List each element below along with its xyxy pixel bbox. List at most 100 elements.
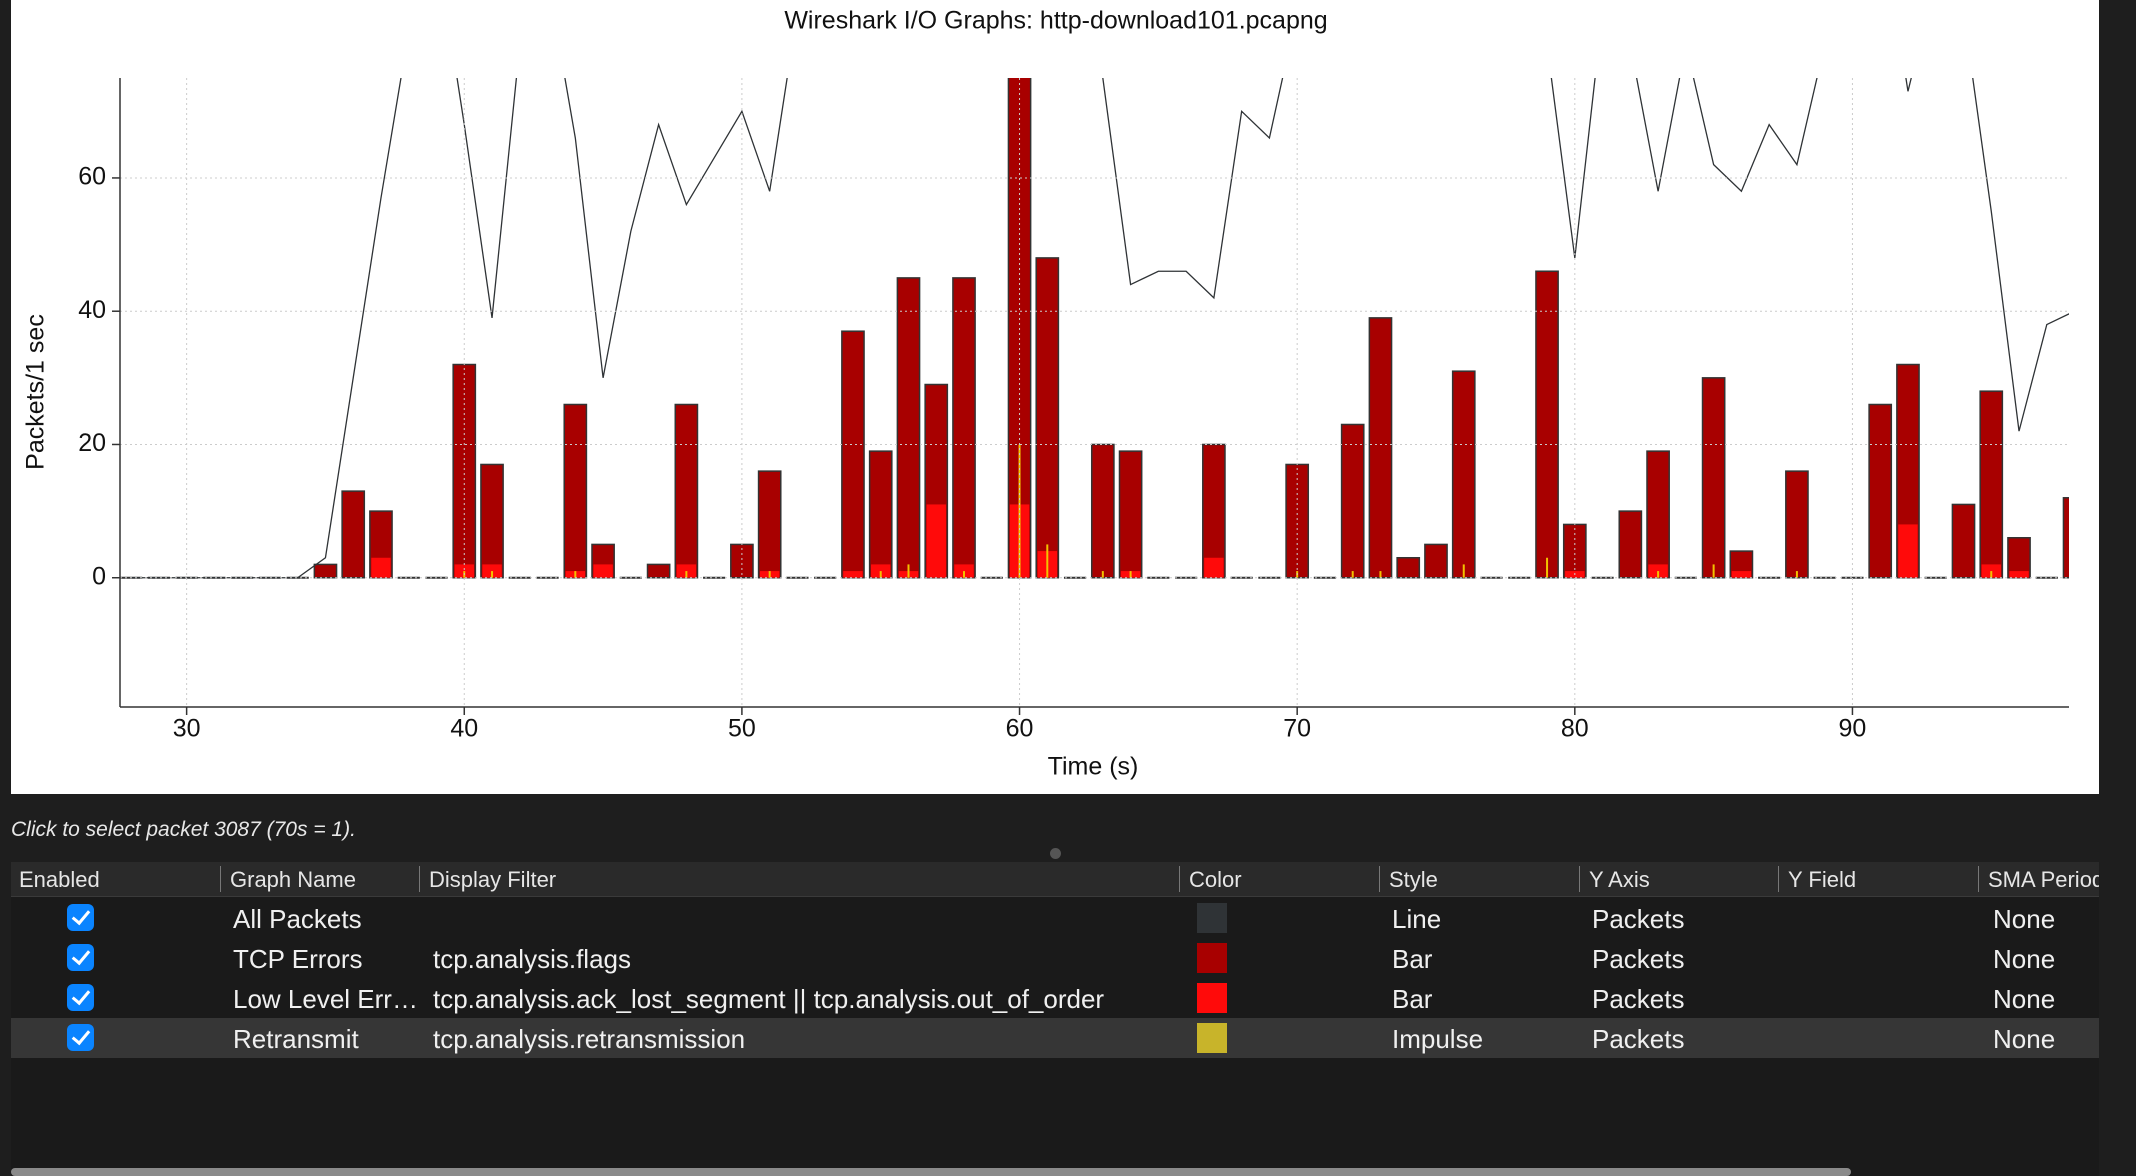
column-header[interactable]: Display Filter	[429, 867, 557, 892]
y-axis: Packets	[1592, 904, 1685, 934]
column-header[interactable]: Style	[1389, 867, 1438, 892]
display-filter: tcp.analysis.retransmission	[433, 1024, 746, 1054]
x-tick-label: 40	[450, 715, 478, 743]
table-row[interactable]: TCP Errors tcp.analysis.flags Bar Packets No…	[11, 938, 2099, 978]
style: Impulse	[1392, 1024, 1484, 1054]
bar	[1701, 377, 1726, 579]
plot-area	[120, 78, 2069, 579]
chart-title: Wireshark I/O Graphs: http-download101.p…	[784, 7, 1327, 35]
bar	[480, 463, 504, 579]
table-row[interactable]: Low Level Err… tcp.analysis.ack_lost_segm…	[11, 978, 2099, 1018]
enabled-checkbox[interactable]	[67, 904, 94, 931]
column-separator	[1379, 866, 1380, 892]
bar	[2062, 497, 2069, 579]
bar	[593, 564, 613, 578]
bar	[563, 403, 588, 579]
bar	[1618, 510, 1643, 579]
column-header[interactable]: SMA Period	[1988, 867, 2099, 892]
style: Line	[1392, 904, 1442, 934]
y-tick-label: 40	[78, 296, 106, 324]
bar	[1396, 556, 1421, 579]
column-separator	[220, 866, 221, 892]
bar	[1118, 450, 1143, 579]
x-tick-label: 90	[1839, 715, 1867, 743]
graph-name: All Packets	[233, 904, 362, 934]
y-tick-label: 60	[78, 163, 106, 191]
sma-period: None	[1993, 944, 2056, 974]
color-swatch[interactable]	[1197, 943, 1227, 973]
bar	[1646, 450, 1670, 579]
bar	[1204, 557, 1224, 578]
bar	[1535, 270, 1559, 579]
table-row[interactable]: All Packets Line Packets None	[11, 898, 2099, 938]
bar	[841, 330, 865, 579]
enabled-checkbox[interactable]	[67, 944, 94, 971]
column-header[interactable]: Enabled	[19, 867, 100, 892]
enabled-checkbox[interactable]	[67, 984, 94, 1011]
bar	[1979, 390, 2004, 579]
bar	[2009, 571, 2029, 578]
bar	[1451, 370, 1476, 579]
bar	[757, 470, 782, 579]
bar	[452, 363, 477, 579]
bar	[1090, 443, 1115, 579]
y-axis: Packets	[1592, 1024, 1685, 1054]
bar	[1785, 470, 1809, 579]
graph-name: TCP Errors	[233, 944, 363, 974]
bar	[926, 504, 946, 578]
y-tick-label: 0	[92, 562, 106, 590]
color-swatch[interactable]	[1197, 1023, 1227, 1053]
bar	[952, 277, 976, 579]
column-separator	[419, 866, 420, 892]
graph-name: Low Level Err…	[233, 984, 418, 1014]
enabled-checkbox[interactable]	[67, 1024, 94, 1051]
color-swatch[interactable]	[1197, 983, 1227, 1013]
column-separator	[1179, 866, 1180, 892]
y-axis: Packets	[1592, 944, 1685, 974]
column-header[interactable]: Y Field	[1788, 867, 1857, 892]
bar	[1035, 257, 1060, 579]
sma-period: None	[1993, 984, 2056, 1014]
y-axis-label: Packets/1 sec	[22, 314, 50, 470]
bar	[341, 490, 366, 579]
column-separator	[1978, 866, 1979, 892]
bar	[896, 277, 921, 579]
y-tick-label: 20	[78, 429, 106, 457]
bar	[1898, 524, 1918, 578]
graph-name: Retransmit	[233, 1024, 359, 1054]
bar	[1340, 423, 1365, 579]
sma-period: None	[1993, 1024, 2056, 1054]
style: Bar	[1392, 984, 1433, 1014]
bar	[1731, 571, 1752, 578]
x-axis-label: Time (s)	[1048, 753, 1139, 781]
line-series	[131, 78, 2069, 579]
color-swatch[interactable]	[1197, 903, 1227, 933]
y-axis: Packets	[1592, 984, 1685, 1014]
bar	[868, 450, 893, 579]
display-filter: tcp.analysis.flags	[433, 944, 631, 974]
status-text: Click to select packet 3087 (70s = 1).	[11, 818, 356, 841]
style: Bar	[1392, 944, 1433, 974]
chart: Wireshark I/O Graphs: http-download101.p…	[11, 0, 2099, 794]
x-tick-label: 60	[1006, 715, 1034, 743]
sma-period: None	[1993, 904, 2056, 934]
table-header: Enabled Graph Name Display Filter Color Styl…	[11, 862, 2099, 897]
column-header[interactable]: Graph Name	[230, 867, 356, 892]
x-tick-label: 80	[1561, 715, 1589, 743]
bar	[1951, 503, 1976, 579]
scrollbar[interactable]	[11, 1168, 1851, 1176]
bar	[843, 571, 863, 578]
bar	[646, 563, 671, 579]
x-tick-label: 30	[173, 715, 201, 743]
bar	[1868, 403, 1893, 579]
table-row[interactable]: Retransmit tcp.analysis.retransmission Imp…	[11, 1018, 2099, 1058]
column-header[interactable]: Y Axis	[1589, 867, 1650, 892]
column-separator	[1778, 866, 1779, 892]
column-header[interactable]: Color	[1189, 867, 1242, 892]
x-tick-label: 70	[1283, 715, 1311, 743]
bar	[1285, 463, 1310, 579]
x-tick-label: 50	[728, 715, 756, 743]
splitter-handle[interactable]	[1050, 848, 1061, 859]
graph-table: Enabled Graph Name Display Filter Color Styl…	[11, 862, 2099, 1176]
